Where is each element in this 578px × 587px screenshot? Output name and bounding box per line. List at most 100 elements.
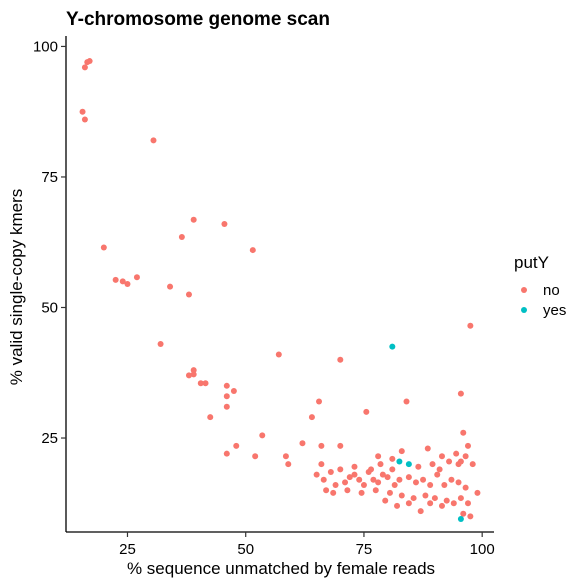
data-point: [446, 458, 453, 465]
data-point: [197, 380, 204, 387]
data-point: [178, 234, 185, 241]
data-point: [185, 291, 192, 298]
data-point: [455, 461, 462, 468]
data-point: [190, 367, 197, 374]
data-point: [429, 461, 436, 468]
data-point: [133, 274, 140, 281]
data-point: [351, 463, 358, 470]
plot-area: [79, 58, 481, 522]
data-point: [436, 466, 443, 473]
data-point: [308, 414, 315, 421]
x-tick-label: 50: [237, 541, 254, 558]
data-point: [356, 476, 363, 483]
data-point: [389, 466, 396, 473]
data-point: [450, 500, 457, 507]
x-tick-label: 75: [356, 541, 373, 558]
data-point: [252, 453, 259, 460]
data-point: [344, 487, 351, 494]
data-point: [112, 276, 119, 283]
data-point: [375, 453, 382, 460]
data-point: [422, 492, 429, 499]
data-point: [457, 495, 464, 502]
data-point: [396, 476, 403, 483]
data-point: [427, 500, 434, 507]
data-point: [342, 479, 349, 486]
data-point: [157, 341, 164, 348]
data-point: [330, 489, 337, 496]
data-point: [398, 492, 405, 499]
data-point: [223, 382, 230, 389]
data-point: [441, 482, 448, 489]
data-point: [467, 513, 474, 520]
data-point: [396, 458, 403, 465]
data-point: [457, 515, 464, 522]
data-point: [389, 343, 396, 350]
data-point: [375, 479, 382, 486]
data-point: [190, 216, 197, 223]
data-point: [313, 471, 320, 478]
data-point: [360, 482, 367, 489]
x-tick-label: 100: [470, 541, 495, 558]
data-point: [332, 482, 339, 489]
data-point: [223, 450, 230, 457]
legend-key-yes: [521, 307, 527, 313]
legend-label: yes: [543, 302, 566, 319]
data-point: [79, 108, 86, 115]
data-point: [455, 479, 462, 486]
data-point: [320, 476, 327, 483]
data-point: [462, 453, 469, 460]
data-point: [337, 466, 344, 473]
data-point: [415, 463, 422, 470]
data-point: [337, 442, 344, 449]
data-point: [202, 380, 209, 387]
data-point: [438, 502, 445, 509]
data-point: [370, 476, 377, 483]
data-point: [230, 388, 237, 395]
data-point: [379, 471, 386, 478]
data-point: [221, 220, 228, 227]
data-point: [119, 278, 126, 285]
data-point: [474, 489, 481, 496]
series-yes: [389, 343, 464, 522]
data-point: [346, 474, 353, 481]
data-point: [318, 442, 325, 449]
legend-key-no: [521, 287, 527, 293]
data-point: [405, 500, 412, 507]
data-point: [372, 487, 379, 494]
data-point: [285, 461, 292, 468]
data-point: [207, 414, 214, 421]
data-point: [259, 432, 266, 439]
data-point: [391, 482, 398, 489]
data-point: [368, 466, 375, 473]
series-no: [79, 58, 481, 520]
data-point: [394, 502, 401, 509]
data-point: [363, 408, 370, 415]
data-point: [223, 403, 230, 410]
data-point: [431, 495, 438, 502]
data-point: [190, 371, 197, 378]
data-point: [448, 476, 455, 483]
y-axis-title: % valid single-copy kmers: [7, 189, 26, 386]
data-point: [249, 247, 256, 254]
data-point: [327, 468, 334, 475]
data-point: [464, 442, 471, 449]
data-point: [467, 322, 474, 329]
data-point: [460, 429, 467, 436]
x-axis-title: % sequence unmatched by female reads: [127, 559, 435, 578]
data-point: [417, 508, 424, 515]
data-point: [457, 390, 464, 397]
data-point: [427, 482, 434, 489]
data-point: [453, 450, 460, 457]
data-point: [323, 487, 330, 494]
legend: putY no yes: [514, 253, 566, 319]
data-point: [403, 398, 410, 405]
data-point: [318, 461, 325, 468]
data-point: [420, 476, 427, 483]
legend-title: putY: [514, 253, 549, 272]
y-tick-label: 75: [41, 169, 58, 186]
data-point: [167, 283, 174, 290]
x-tick-label: 25: [119, 541, 136, 558]
data-point: [464, 500, 471, 507]
data-point: [389, 455, 396, 462]
